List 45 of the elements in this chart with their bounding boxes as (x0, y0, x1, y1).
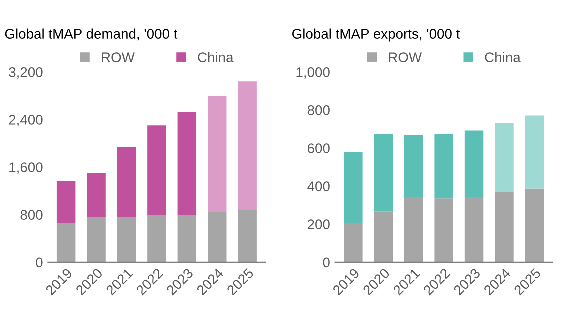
bar (117, 147, 136, 218)
y-tick-label: 800 (308, 106, 330, 116)
y-tick-label: 200 (308, 220, 330, 230)
bar (117, 218, 136, 262)
bar (148, 215, 166, 262)
y-tick-label: 3,200 (9, 67, 43, 79)
bar (495, 123, 514, 192)
bar (87, 218, 106, 262)
bar (178, 215, 197, 262)
bar (208, 96, 227, 212)
y-tick-label: 600 (308, 144, 330, 154)
legend-label: ROW (102, 52, 135, 62)
chart-title: Global tMAP exports, '000 t (292, 28, 460, 42)
y-tick-label: 0 (323, 258, 330, 268)
bar (404, 197, 424, 262)
bar (434, 134, 454, 199)
y-tick-label: 400 (308, 182, 330, 192)
y-tick-label: 1,000 (296, 67, 330, 79)
bar (525, 116, 544, 189)
legend-label: China (485, 52, 521, 62)
bar (238, 210, 257, 262)
bar (374, 212, 394, 262)
legend-label: ROW (389, 52, 422, 62)
y-tick-label: 0 (36, 258, 43, 268)
bar (344, 223, 363, 262)
bar (525, 188, 544, 262)
bar (434, 198, 454, 262)
bar (404, 134, 424, 198)
bar (238, 82, 257, 210)
legend-label: China (198, 52, 234, 62)
y-tick-label: 800 (20, 210, 43, 220)
bar (56, 223, 76, 262)
bar (464, 130, 484, 198)
y-tick-label: 1,600 (10, 162, 43, 174)
bar (148, 126, 166, 216)
bar (495, 192, 514, 262)
bar (87, 173, 106, 218)
bar (464, 197, 484, 262)
bar (178, 112, 197, 216)
bar (374, 134, 394, 212)
bar (208, 212, 227, 262)
chart-title: Global tMAP demand, '000 t (5, 28, 178, 41)
y-tick-label: 2,400 (9, 115, 43, 127)
bar (344, 152, 363, 224)
bar (56, 182, 76, 224)
